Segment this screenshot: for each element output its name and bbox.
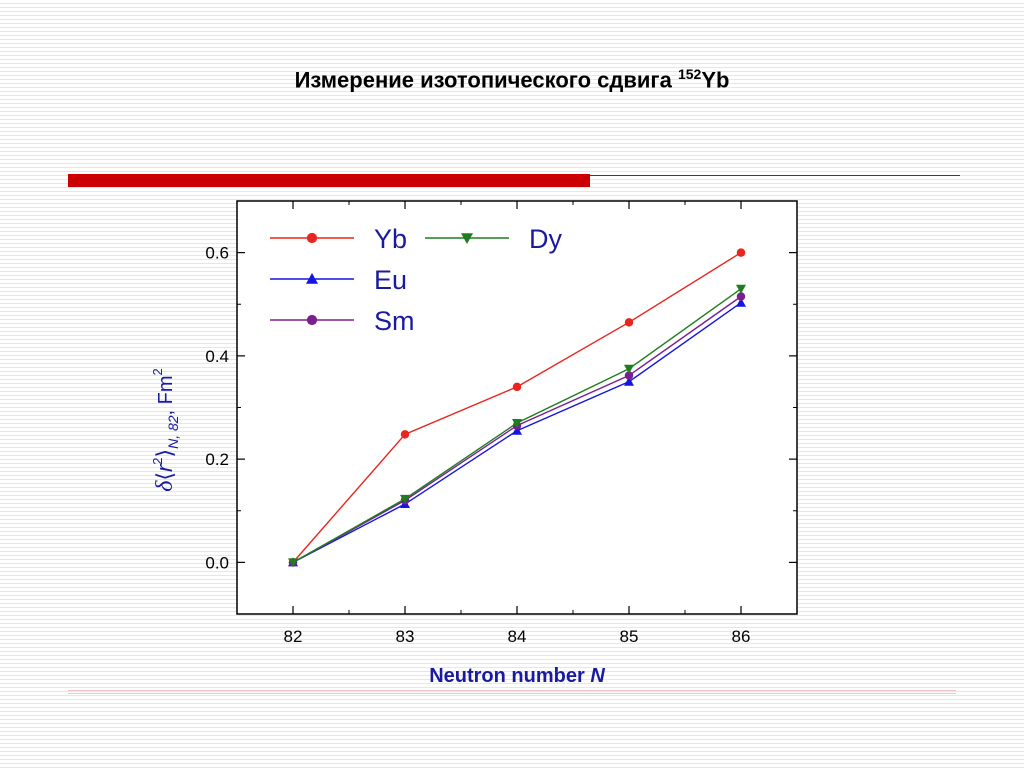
data-point-yb bbox=[400, 430, 410, 439]
data-point-dy bbox=[736, 284, 746, 294]
data-point-dy bbox=[288, 558, 298, 568]
x-axis-title: Neutron number N bbox=[429, 665, 605, 687]
legend: Yb Eu Sm Dy bbox=[270, 224, 562, 336]
data-point-sm bbox=[736, 292, 746, 301]
data-point-sm bbox=[624, 371, 634, 380]
data-point-dy bbox=[512, 418, 522, 428]
footer-divider bbox=[68, 690, 956, 694]
data-point-yb bbox=[624, 318, 634, 327]
y-tick-label: 0.4 bbox=[205, 347, 229, 366]
legend-marker-eu bbox=[306, 273, 318, 284]
y-tick-label: 0.2 bbox=[205, 450, 229, 469]
legend-marker-yb bbox=[306, 232, 318, 244]
legend-label-dy: Dy bbox=[529, 224, 562, 254]
x-tick-label: 84 bbox=[508, 627, 527, 646]
legend-label-sm: Sm bbox=[374, 306, 415, 336]
y-tick-label: 0.6 bbox=[205, 244, 229, 263]
x-tick-label: 83 bbox=[396, 627, 415, 646]
data-point-eu bbox=[512, 425, 522, 435]
legend-label-yb: Yb bbox=[374, 224, 407, 254]
axis-ticks: 82 83 84 85 86 0.0 0.2 0.4 0.6 bbox=[205, 201, 797, 646]
x-tick-label: 82 bbox=[284, 627, 303, 646]
data-point-yb bbox=[736, 248, 746, 257]
title-accent-line bbox=[590, 175, 960, 176]
x-tick-label: 86 bbox=[732, 627, 751, 646]
x-tick-label: 85 bbox=[620, 627, 639, 646]
slide-title-main: Измерение изотопического сдвига bbox=[294, 67, 678, 93]
data-point-dy bbox=[400, 494, 410, 504]
slide-title-superscript: 152 bbox=[677, 66, 702, 82]
slide-title-element: Yb bbox=[701, 67, 730, 93]
data-point-yb bbox=[512, 382, 522, 392]
series-layer bbox=[288, 248, 746, 568]
legend-marker-dy bbox=[461, 233, 473, 244]
slide-title: Измерение изотопического сдвига 152Yb bbox=[0, 66, 1024, 93]
legend-label-eu: Eu bbox=[374, 265, 407, 295]
y-tick-label: 0.0 bbox=[205, 553, 229, 572]
data-point-eu bbox=[624, 376, 634, 386]
data-point-eu bbox=[736, 297, 746, 307]
svg-text:δ⟨r2⟩N, 82, Fm2: δ⟨r2⟩N, 82, Fm2 bbox=[150, 368, 181, 492]
title-accent-bar bbox=[68, 174, 590, 187]
data-point-dy bbox=[624, 364, 634, 374]
plot-frame bbox=[236, 200, 798, 615]
legend-marker-sm bbox=[306, 314, 318, 326]
y-axis-title: δ⟨r2⟩N, 82, Fm2 bbox=[150, 368, 181, 492]
